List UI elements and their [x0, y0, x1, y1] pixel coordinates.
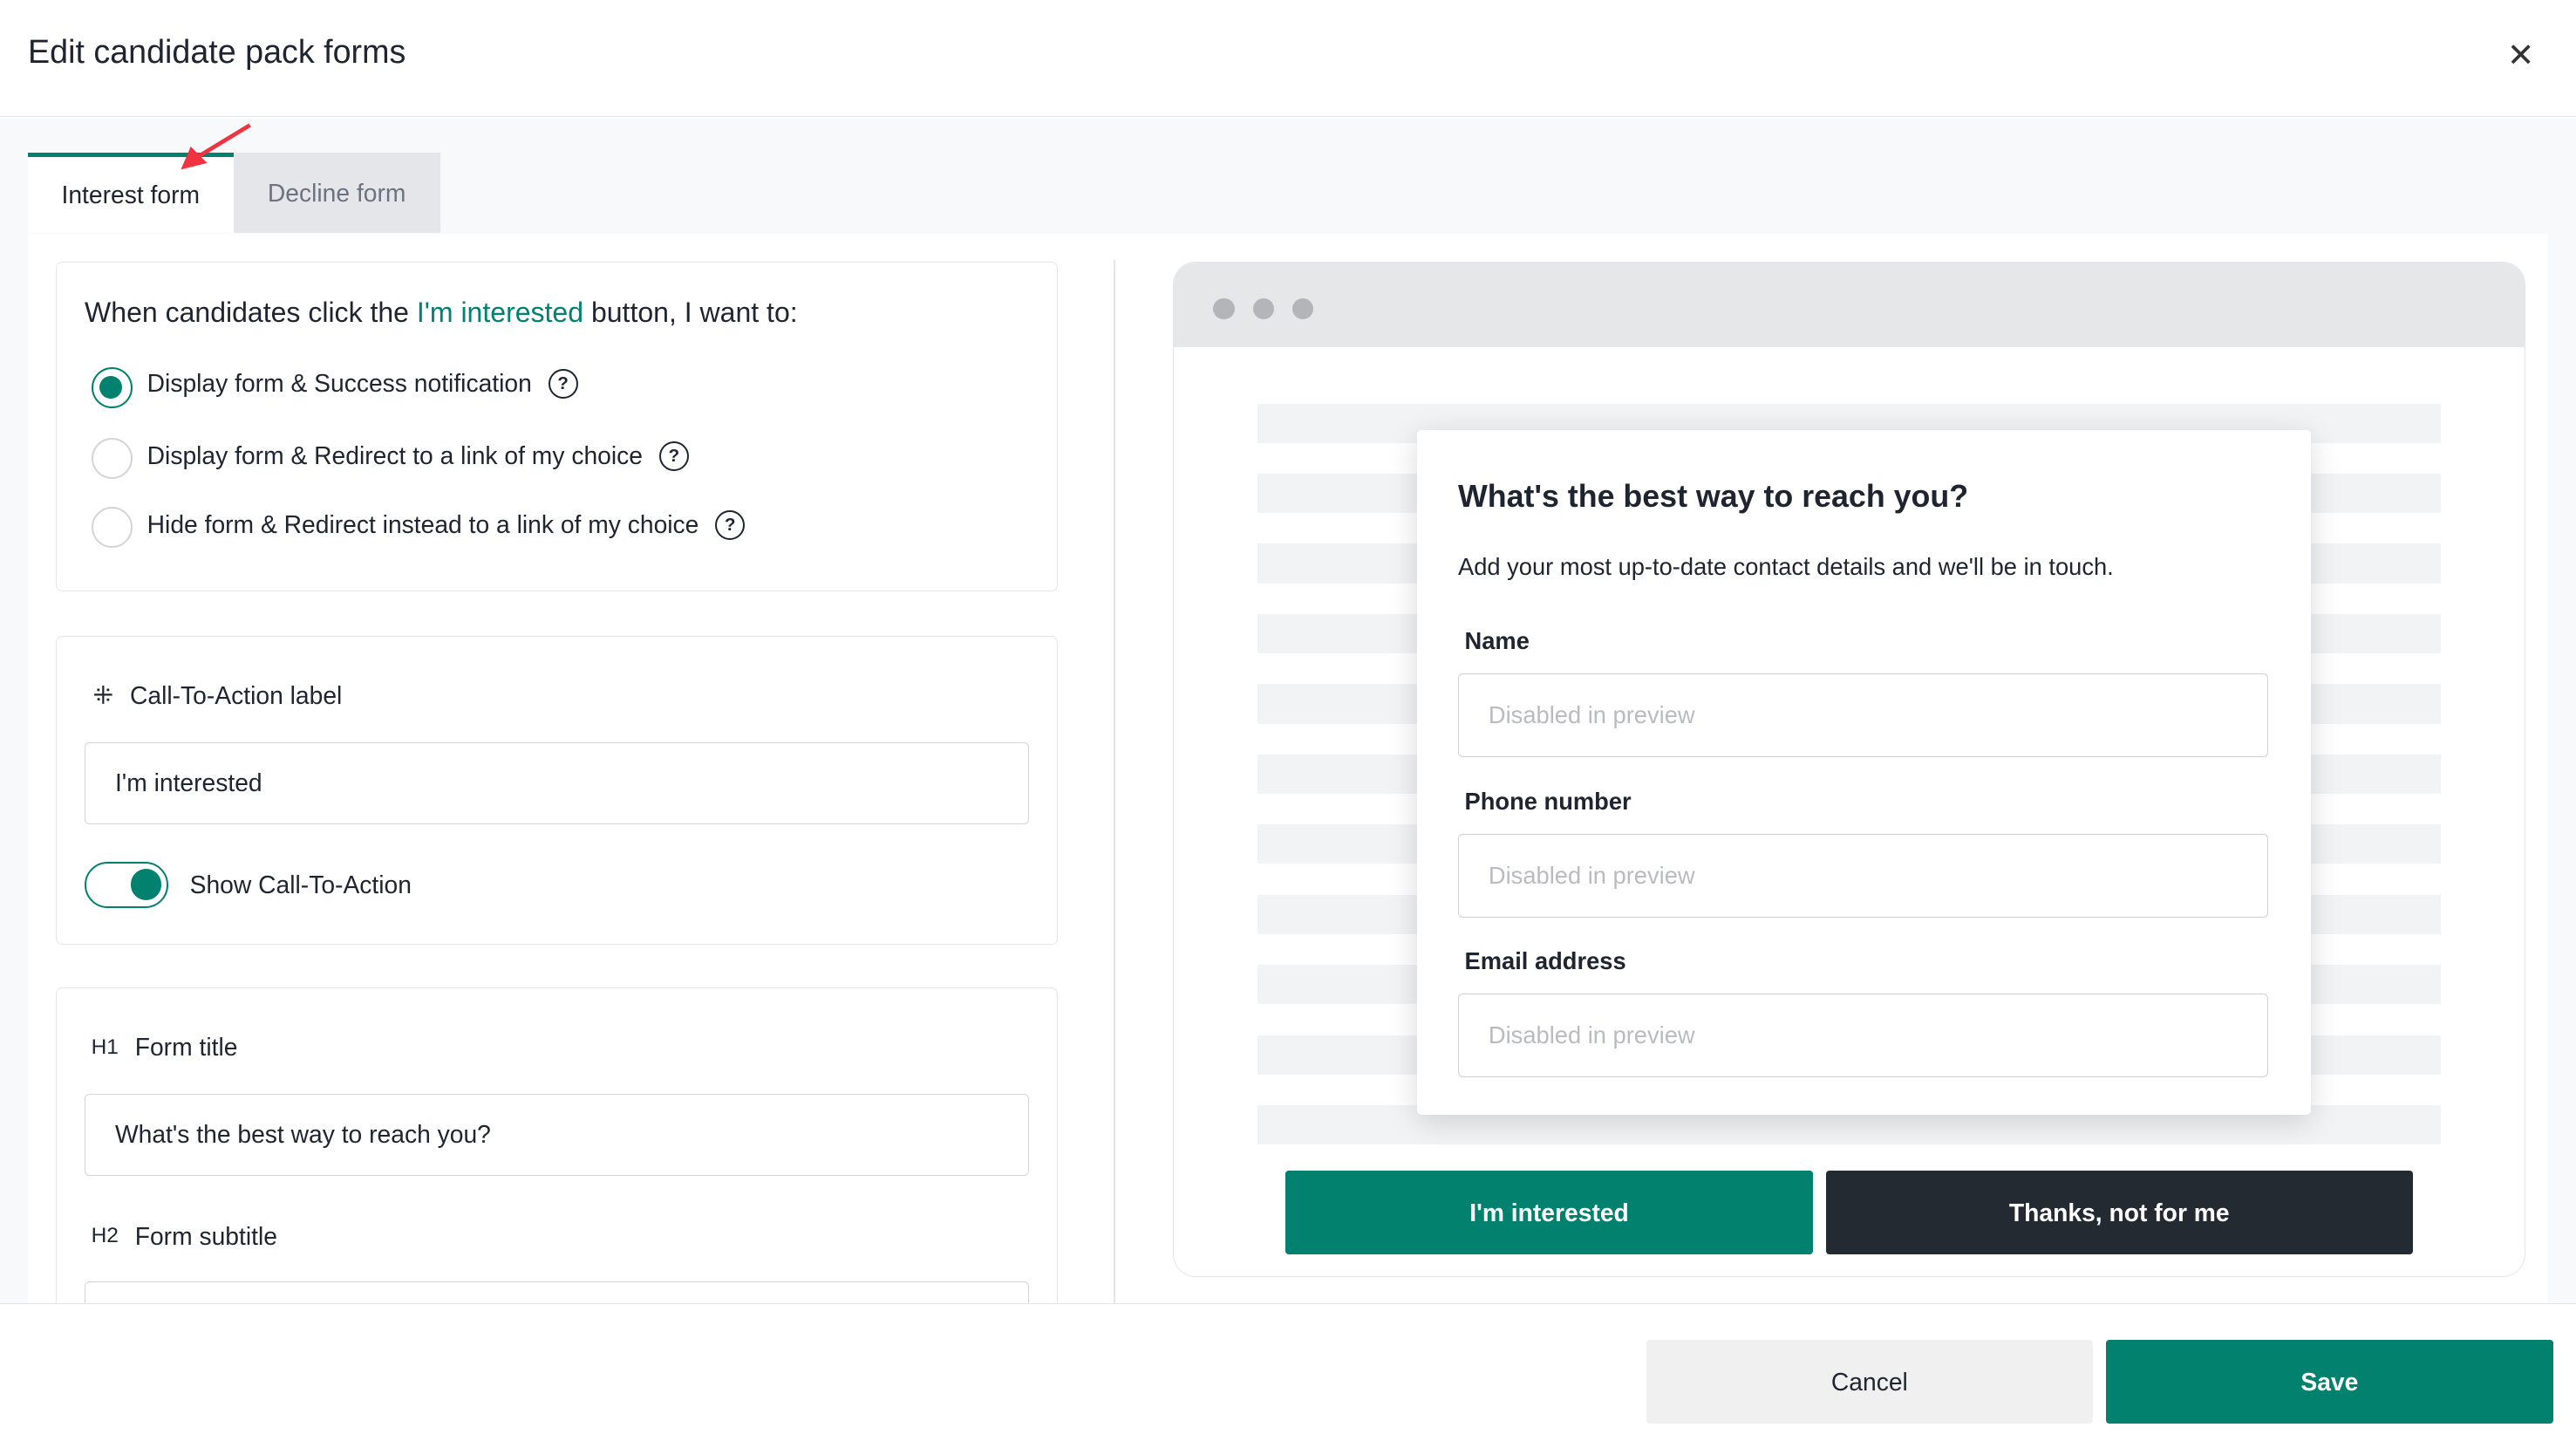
- panel-divider: [1114, 259, 1116, 1303]
- preview-decline-button[interactable]: Thanks, not for me: [1826, 1171, 2413, 1255]
- window-dot-icon: [1213, 297, 1235, 320]
- form-subtitle-label-text: Form subtitle: [134, 1221, 277, 1250]
- dialog-footer: Cancel Save: [0, 1302, 2576, 1448]
- form-title-input[interactable]: What's the best way to reach you?: [85, 1093, 1030, 1176]
- preview-title: What's the best way to reach you?: [1458, 479, 1969, 515]
- behavior-question: When candidates click the I'm interested…: [85, 297, 798, 329]
- field-label: Email address: [1464, 947, 1626, 975]
- browser-bar: [1174, 262, 2525, 348]
- form-title-label: H1 Form title: [92, 1033, 238, 1062]
- help-icon[interactable]: ?: [715, 509, 746, 540]
- radio-redirect-link[interactable]: [91, 438, 133, 480]
- form-subtitle-label: H2 Form subtitle: [92, 1222, 277, 1251]
- option-label: Display form & Redirect to a link of my …: [147, 441, 689, 471]
- option-text: Display form & Success notification: [147, 369, 532, 398]
- help-icon[interactable]: ?: [548, 368, 578, 399]
- email-input: Disabled in preview: [1458, 993, 2268, 1077]
- save-button[interactable]: Save: [2106, 1340, 2553, 1424]
- form-text-card: H1 Form title What's the best way to reac…: [56, 987, 1059, 1303]
- preview-subtitle: Add your most up-to-date contact details…: [1458, 552, 2114, 580]
- cta-label: ⁜ Call-To-Action label: [92, 681, 342, 710]
- field-label: Name: [1464, 626, 1530, 654]
- cta-label-text: Call-To-Action label: [129, 680, 343, 709]
- field-label: Phone number: [1464, 788, 1632, 816]
- h2-icon: H2: [91, 1224, 119, 1248]
- dialog-title: Edit candidate pack forms: [28, 32, 406, 70]
- option-text: Display form & Redirect to a link of my …: [147, 441, 643, 470]
- question-highlight: I'm interested: [416, 297, 584, 329]
- window-dot-icon: [1291, 297, 1314, 320]
- close-icon[interactable]: ✕: [2506, 37, 2535, 74]
- form-title-label-text: Form title: [134, 1033, 238, 1062]
- tab-interest-form[interactable]: Interest form: [28, 153, 234, 234]
- dialog-header: Edit candidate pack forms ✕: [0, 0, 2576, 117]
- question-text: When candidates click the: [85, 297, 417, 329]
- option-label: Display form & Success notification?: [147, 368, 578, 399]
- form-subtitle-input[interactable]: [85, 1281, 1030, 1303]
- question-text-end: button, I want to:: [583, 297, 798, 329]
- preview-interested-button[interactable]: I'm interested: [1285, 1171, 1813, 1255]
- cancel-button[interactable]: Cancel: [1646, 1340, 2094, 1424]
- annotation-arrow-icon: [181, 123, 251, 170]
- cta-label-input[interactable]: I'm interested: [85, 741, 1030, 824]
- option-label: Hide form & Redirect instead to a link o…: [147, 509, 746, 540]
- preview-browser: What's the best way to reach you? Add yo…: [1173, 261, 2525, 1277]
- radio-hide-form[interactable]: [91, 507, 133, 549]
- help-icon[interactable]: ?: [658, 441, 689, 471]
- window-dot-icon: [1252, 297, 1274, 320]
- radio-success-notification[interactable]: [91, 367, 133, 409]
- preview-modal: What's the best way to reach you? Add yo…: [1416, 429, 2311, 1116]
- behavior-card: When candidates click the I'm interested…: [56, 261, 1059, 592]
- show-cta-toggle[interactable]: [85, 862, 169, 908]
- option-text: Hide form & Redirect instead to a link o…: [147, 510, 699, 539]
- name-input: Disabled in preview: [1458, 673, 2268, 757]
- cursor-click-icon: ⁜: [92, 680, 114, 709]
- tab-decline-form[interactable]: Decline form: [233, 153, 440, 234]
- cta-card: ⁜ Call-To-Action label I'm interested Sho…: [56, 636, 1059, 946]
- toggle-label: Show Call-To-Action: [189, 870, 412, 898]
- phone-input: Disabled in preview: [1458, 834, 2268, 919]
- h1-icon: H1: [91, 1035, 119, 1059]
